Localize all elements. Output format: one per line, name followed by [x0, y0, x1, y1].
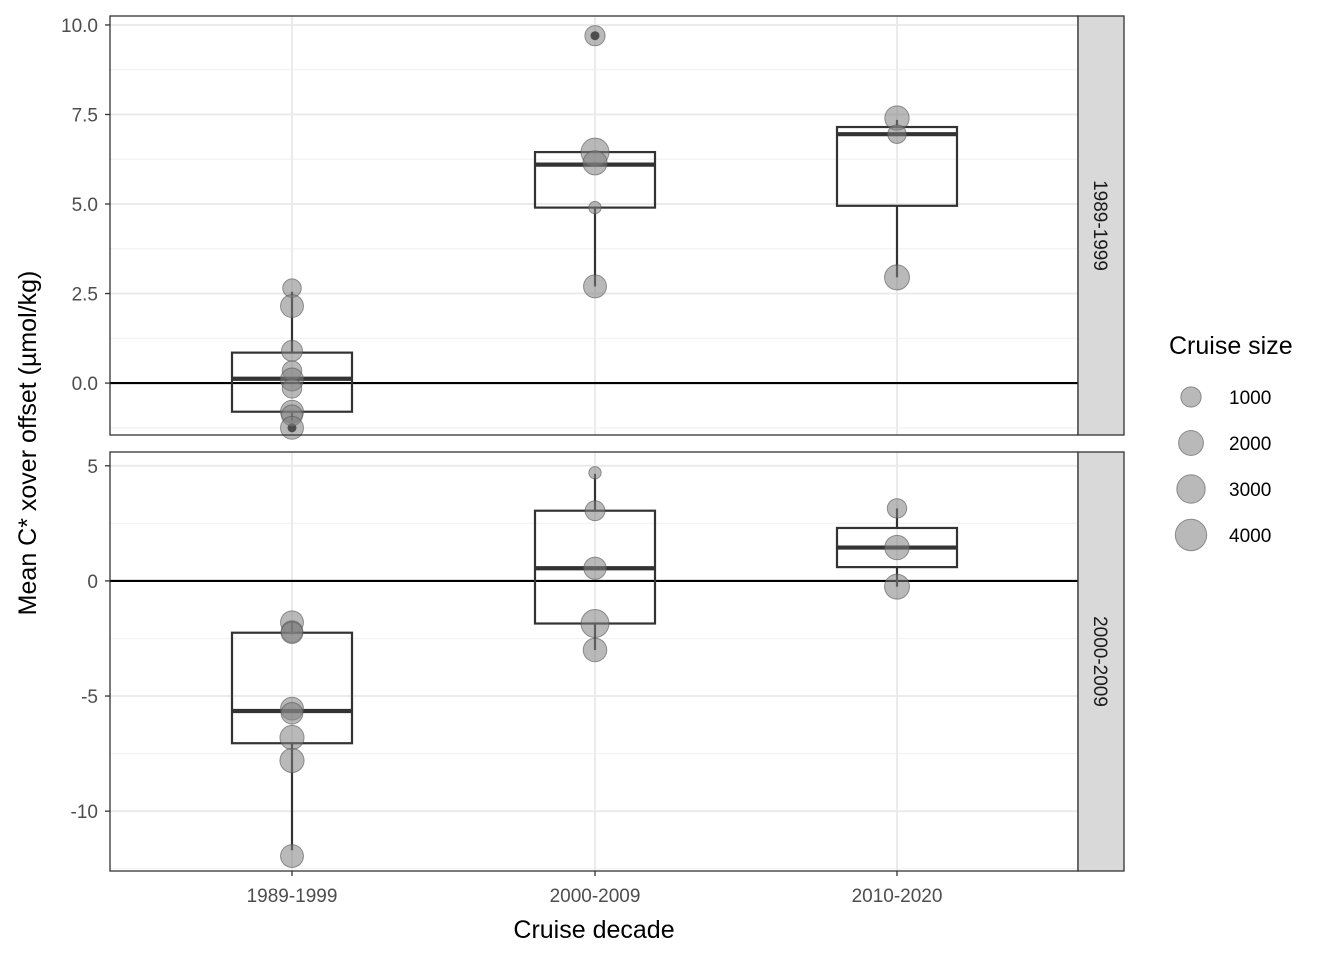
- x-axis-title: Cruise decade: [513, 916, 674, 944]
- legend-key-4000: [1174, 518, 1208, 552]
- data-point: [588, 466, 602, 480]
- facet-strip: [1077, 15, 1125, 436]
- data-point: [280, 621, 304, 645]
- legend: Cruise size 1000 2000 3000 4000: [1169, 332, 1293, 552]
- y-tick-label: 5: [87, 457, 98, 478]
- data-point: [280, 701, 304, 725]
- y-tick-label: 2.5: [72, 285, 98, 306]
- legend-key-1000: [1180, 386, 1202, 408]
- facet-strip-label: 1989-1999: [1089, 180, 1110, 271]
- data-point: [280, 844, 304, 869]
- legend-label-1000: 1000: [1229, 388, 1271, 409]
- y-tick-label: -10: [71, 802, 98, 823]
- y-tick-label: 0.0: [72, 374, 98, 395]
- legend-key-2000: [1178, 430, 1204, 456]
- legend-label-4000: 4000: [1229, 526, 1271, 547]
- data-point: [582, 637, 608, 663]
- data-point: [279, 747, 305, 774]
- data-point: [280, 415, 304, 440]
- y-tick-label: -5: [81, 687, 98, 708]
- panel-2000-2009: -10 -5 0 5 2000-2009: [71, 451, 1125, 872]
- panel-1989-1999: 0.0 2.5 5.0 7.5 10.0 1989-1999: [61, 15, 1125, 440]
- y-tick-label: 10.0: [61, 16, 98, 37]
- legend-label-2000: 2000: [1229, 434, 1271, 455]
- legend-label-3000: 3000: [1229, 480, 1271, 501]
- facet-strip: [1077, 451, 1125, 872]
- data-point: [583, 274, 607, 299]
- y-tick-label: 5.0: [72, 195, 98, 216]
- data-point: [884, 573, 910, 600]
- data-point: [884, 264, 910, 291]
- facet-strip-label: 2000-2009: [1089, 616, 1110, 707]
- data-point: [582, 150, 608, 176]
- x-axis: 1989-1999 2000-2009 2010-2020: [247, 871, 943, 907]
- y-tick-label: 0: [87, 572, 98, 593]
- y-tick-label: 7.5: [72, 105, 98, 126]
- legend-key-3000: [1176, 474, 1206, 504]
- data-point: [583, 556, 607, 580]
- data-point: [584, 500, 606, 522]
- data-point: [280, 294, 304, 319]
- data-point: [281, 339, 303, 362]
- legend-title: Cruise size: [1169, 332, 1293, 360]
- data-point: [886, 498, 908, 519]
- data-point: [281, 378, 303, 399]
- x-tick-label: 1989-1999: [247, 886, 338, 907]
- data-point: [580, 609, 610, 639]
- data-point: [279, 724, 305, 751]
- data-point: [584, 25, 606, 47]
- x-tick-label: 2000-2009: [550, 886, 641, 907]
- y-axis-title: Mean C* xover offset (µmol/kg): [14, 271, 42, 616]
- data-point: [884, 534, 910, 561]
- data-point: [588, 200, 602, 215]
- x-tick-label: 2010-2020: [852, 886, 943, 907]
- data-point: [887, 124, 907, 144]
